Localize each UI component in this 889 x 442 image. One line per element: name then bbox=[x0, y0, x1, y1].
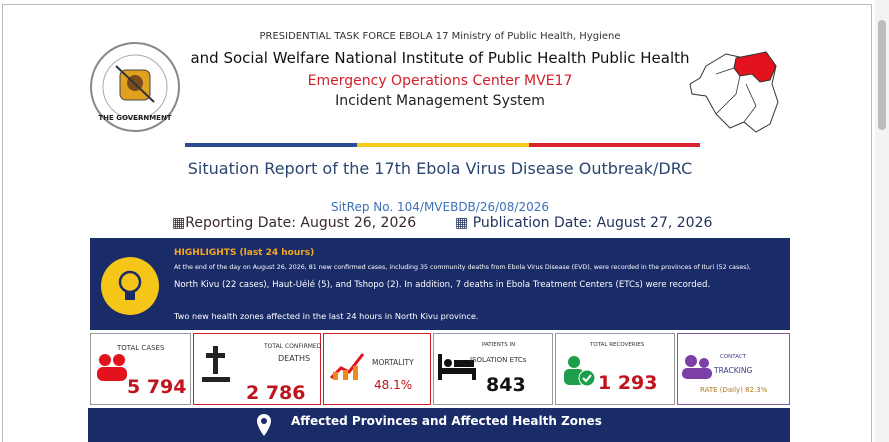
highlights-box: HIGHLIGHTS (last 24 hours) At the end of… bbox=[90, 238, 790, 330]
pin-icon bbox=[257, 414, 271, 436]
header-line: and Social Welfare National Institute of… bbox=[190, 49, 690, 67]
divider bbox=[529, 143, 700, 147]
contact-icon bbox=[682, 355, 712, 379]
stat-card: PATIENTS IN ISOLATION ETCs 843 bbox=[433, 333, 553, 405]
section-title: Affected Provinces and Affected Health Z… bbox=[291, 414, 602, 428]
highlights-text: North Kivu (22 cases), Haut-Uélé (5), an… bbox=[174, 280, 711, 290]
recovery-icon bbox=[564, 356, 596, 387]
stat-card: TOTAL CASES 5 794 bbox=[90, 333, 191, 405]
stat-label: ISOLATION ETCs bbox=[470, 356, 527, 364]
divider bbox=[185, 143, 357, 147]
bed-icon bbox=[438, 354, 476, 380]
stat-label: PATIENTS IN bbox=[482, 342, 516, 348]
bulb-icon bbox=[101, 257, 159, 315]
highlights-title: HIGHLIGHTS (last 24 hours) bbox=[174, 248, 315, 258]
stat-value: 5 794 bbox=[127, 376, 187, 398]
reporting-date-text: Reporting Date: August 26, 2026 bbox=[185, 215, 417, 231]
chart-icon bbox=[329, 353, 365, 380]
header-line: PRESIDENTIAL TASK FORCE EBOLA 17 Ministr… bbox=[259, 31, 621, 42]
header-line: Emergency Operations Center MVE17 bbox=[307, 73, 573, 89]
header-line: Incident Management System bbox=[335, 93, 545, 109]
people-icon bbox=[97, 354, 127, 381]
scroll-thumb[interactable] bbox=[878, 20, 886, 130]
stat-label: CONTACT bbox=[720, 354, 747, 360]
stat-label: MORTALITY bbox=[372, 358, 414, 367]
page-frame bbox=[2, 4, 872, 442]
stat-label: TOTAL RECOVERIES bbox=[590, 342, 645, 348]
highlights-text: At the end of the day on August 26, 2026… bbox=[174, 264, 751, 271]
report-title: Situation Report of the 17th Ebola Virus… bbox=[187, 159, 693, 178]
stat-value: 48.1% bbox=[374, 378, 413, 392]
stat-card: TOTAL CONFIRMED DEATHS 2 786 bbox=[193, 333, 321, 405]
reporting-date: ▦Reporting Date: August 26, 2026 bbox=[172, 215, 417, 231]
stat-card: MORTALITY 48.1% bbox=[323, 333, 431, 405]
stat-label: DEATHS bbox=[278, 354, 311, 363]
logo: THE GOVERNMENT bbox=[90, 42, 180, 132]
stat-card: TOTAL RECOVERIES 1 293 bbox=[555, 333, 675, 405]
stat-card: CONTACT TRACKING RATE (Daily) 82.3% bbox=[677, 333, 790, 405]
highlights-text: Two new health zones affected in the las… bbox=[174, 311, 479, 321]
sitrep-number: SitRep No. 104/MVEBDB/26/08/2026 bbox=[330, 200, 549, 214]
stat-value: 2 786 bbox=[246, 382, 306, 404]
section-bar: Affected Provinces and Affected Health Z… bbox=[88, 408, 790, 442]
publication-date: ▦ Publication Date: August 27, 2026 bbox=[455, 215, 713, 231]
divider bbox=[357, 143, 529, 147]
map bbox=[689, 51, 779, 133]
stat-label: TRACKING bbox=[714, 366, 753, 375]
stat-value: 843 bbox=[486, 374, 526, 396]
stat-value: 1 293 bbox=[598, 372, 658, 394]
grave-icon bbox=[202, 346, 230, 382]
stat-label: TOTAL CONFIRMED bbox=[264, 343, 322, 350]
stat-label: TOTAL CASES bbox=[117, 344, 165, 352]
stat-value: RATE (Daily) 82.3% bbox=[700, 386, 768, 394]
logo-text: THE GOVERNMENT bbox=[98, 114, 171, 122]
publication-date-text: Publication Date: August 27, 2026 bbox=[472, 215, 713, 231]
